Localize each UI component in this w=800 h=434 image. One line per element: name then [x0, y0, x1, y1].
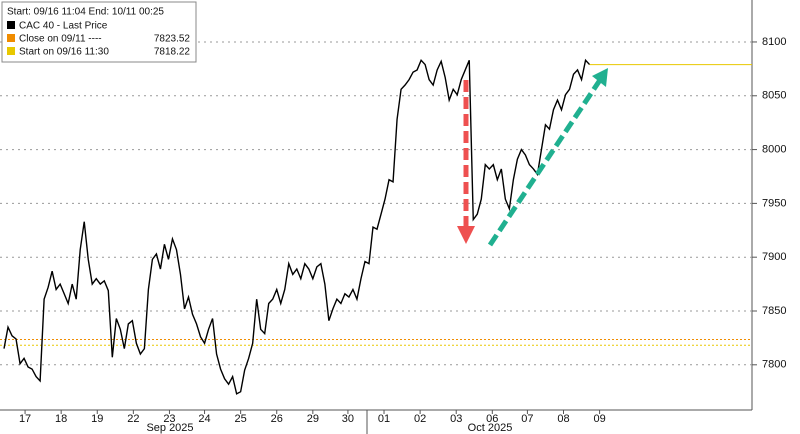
legend-label: Close on 09/11 ----	[19, 34, 102, 45]
y-tick-label: 8000	[762, 143, 786, 155]
legend: Start: 09/16 11:04 End: 10/11 00:25 CAC …	[1, 1, 197, 63]
y-tick-label: 7950	[762, 197, 786, 209]
x-tick-label: 30	[342, 413, 354, 425]
legend-label: Start on 09/16 11:30	[19, 47, 109, 58]
y-tick-label: 7800	[762, 359, 786, 371]
y-tick-label: 7900	[762, 251, 786, 263]
legend-value: 7818.22	[154, 47, 191, 58]
legend-swatch	[7, 34, 15, 42]
x-tick-label: 02	[414, 413, 426, 425]
x-tick-label: 24	[198, 413, 210, 425]
x-tick-label: 07	[521, 413, 533, 425]
x-tick-label: 22	[127, 413, 139, 425]
legend-swatch	[7, 47, 15, 55]
legend-box	[1, 1, 197, 63]
price-line	[3, 58, 591, 395]
y-tick-label: 8100	[762, 36, 786, 48]
x-tick-label: 17	[19, 413, 31, 425]
plot: 7800 7850 7900 7950 8000 8050 8100 17 18 19 22 23 24…	[0, 36, 786, 425]
x-tick-label: 29	[307, 413, 319, 425]
x-tick-label: 25	[235, 413, 247, 425]
x-tick-label: 08	[557, 413, 569, 425]
legend-swatch	[7, 21, 15, 29]
x-tick-label: 03	[450, 413, 462, 425]
up-arrow-head	[592, 68, 608, 87]
x-tick-label: 01	[378, 413, 390, 425]
down-arrow-head	[457, 226, 475, 244]
x-tick-label: 09	[593, 413, 605, 425]
y-tick-label: 7850	[762, 305, 786, 317]
annotation-arrows	[457, 68, 608, 247]
x-tick-label: 18	[55, 413, 67, 425]
x-tick-label: 23	[163, 413, 175, 425]
up-arrow	[487, 78, 603, 247]
y-tick-label: 8050	[762, 90, 786, 102]
month-label: Sep 2025	[146, 422, 193, 434]
legend-value: 7823.52	[154, 34, 191, 45]
legend-label: CAC 40 - Last Price	[19, 21, 108, 32]
x-tick-label: 26	[271, 413, 283, 425]
x-tick-label: 19	[91, 413, 103, 425]
x-tick-label: 06	[486, 413, 498, 425]
legend-header: Start: 09/16 11:04 End: 10/11 00:25	[7, 7, 164, 18]
month-label: Oct 2025	[468, 422, 513, 434]
